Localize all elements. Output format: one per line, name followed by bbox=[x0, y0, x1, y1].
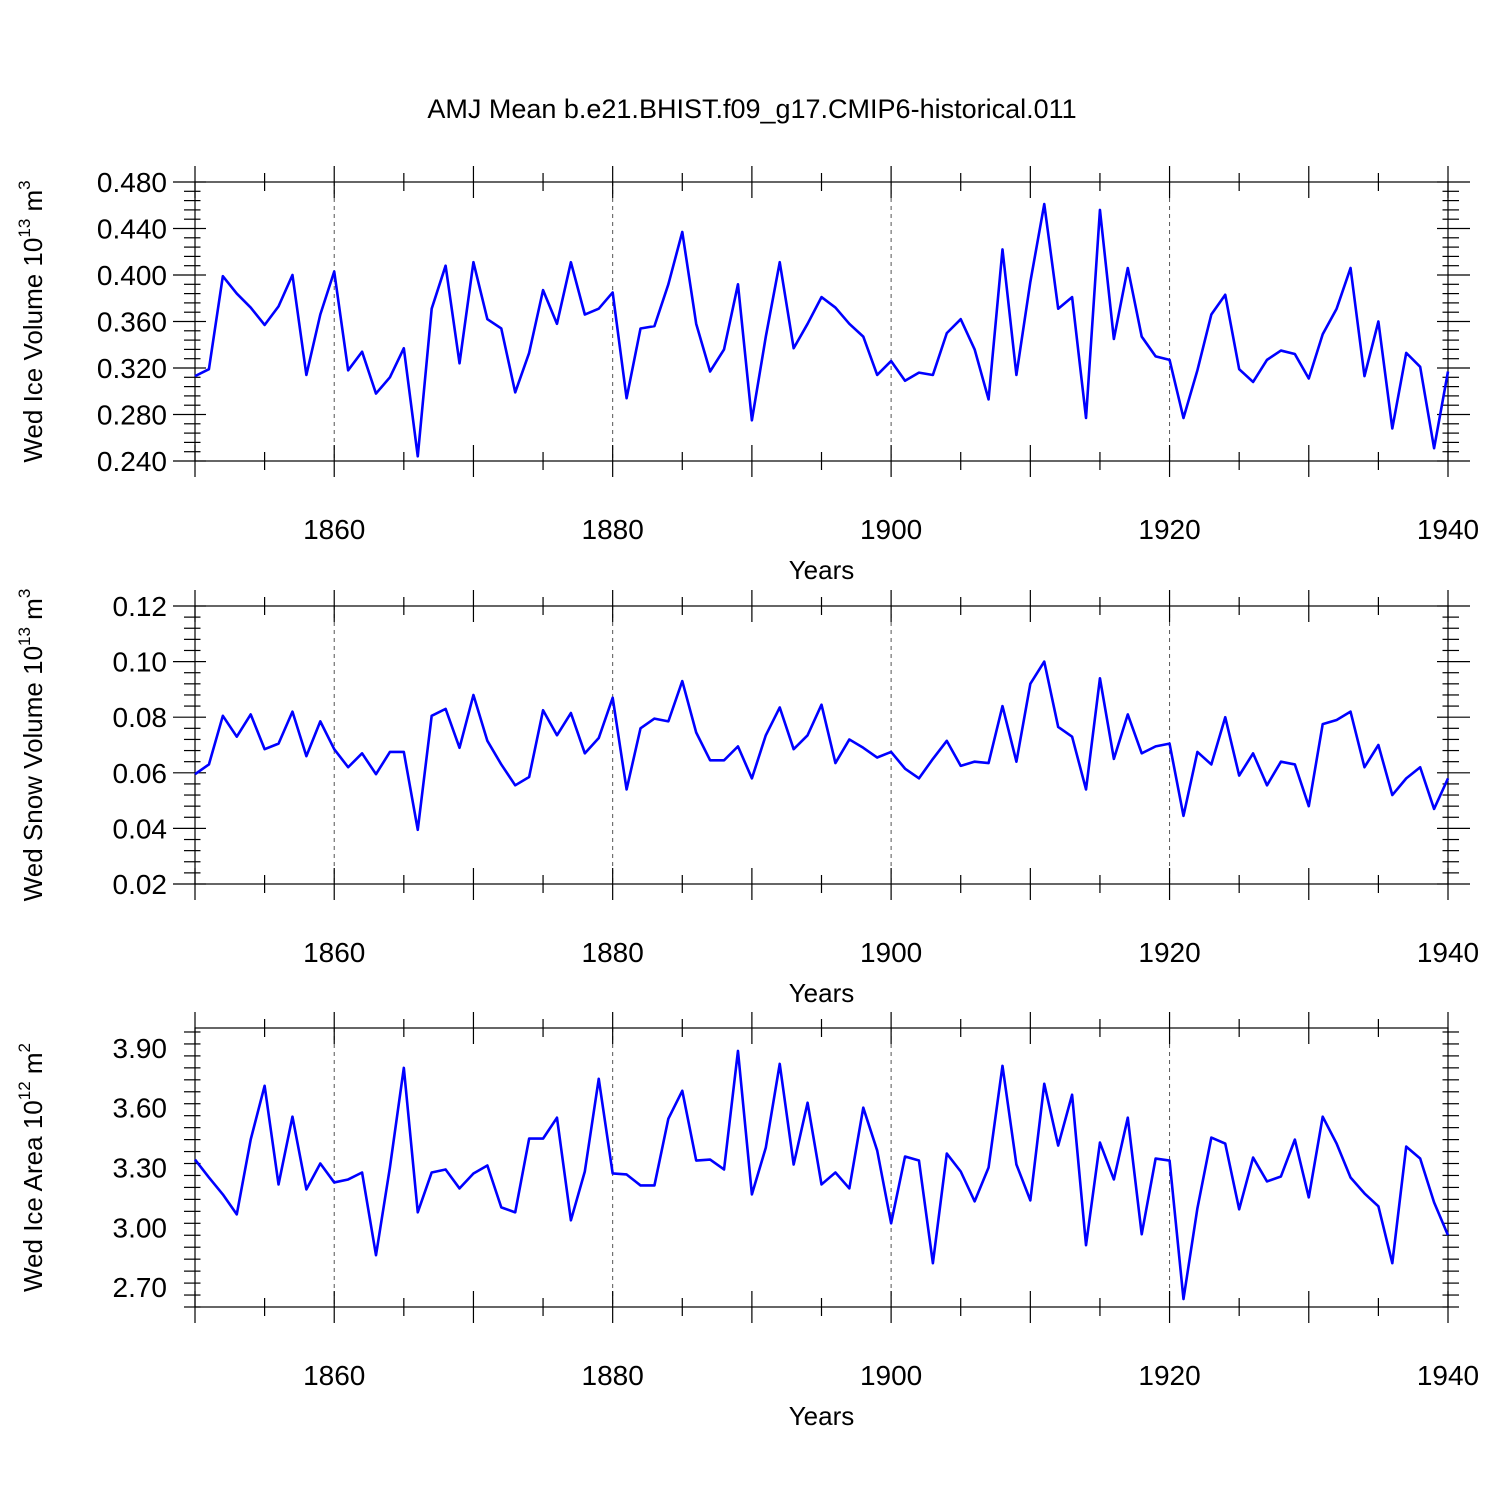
x-tick-label: 1880 bbox=[582, 1360, 644, 1391]
y-axis-title-unit: m bbox=[18, 1052, 48, 1081]
x-tick-label: 1920 bbox=[1138, 937, 1200, 968]
y-tick-label: 3.90 bbox=[113, 1033, 168, 1064]
y-tick-label: 0.480 bbox=[97, 167, 167, 198]
x-axis-title: Years bbox=[789, 1401, 855, 1431]
y-tick-label: 2.70 bbox=[113, 1272, 168, 1303]
y-tick-label: 0.08 bbox=[113, 702, 168, 733]
x-tick-label: 1900 bbox=[860, 937, 922, 968]
y-tick-label: 0.280 bbox=[97, 400, 167, 431]
y-tick-label: 0.440 bbox=[97, 214, 167, 245]
y-axis-title: Wed Snow Volume 1013 m3 bbox=[15, 589, 48, 902]
panel-1: 0.240 0.280 0.320 0.360 0.400 0.440 0.480 1860 1… bbox=[15, 166, 1479, 585]
y-tick-label: 0.240 bbox=[97, 446, 167, 477]
plot-frame bbox=[194, 605, 1449, 885]
y-tick-label: 3.30 bbox=[113, 1153, 168, 1184]
y-axis-title-main: Wed Ice Volume 10 bbox=[18, 238, 48, 463]
x-tick-label: 1860 bbox=[303, 937, 365, 968]
y-axis-title-main: Wed Snow Volume 10 bbox=[18, 646, 48, 901]
y-axis-title-exp: 13 bbox=[15, 627, 34, 646]
y-axis-title-unit: m bbox=[18, 190, 48, 219]
y-tick-label: 0.04 bbox=[113, 813, 168, 844]
series-line bbox=[194, 660, 1450, 832]
x-tick-label: 1900 bbox=[860, 1360, 922, 1391]
x-axis-title: Years bbox=[789, 555, 855, 585]
y-tick-label: 0.320 bbox=[97, 353, 167, 384]
y-tick-label: 0.10 bbox=[113, 647, 168, 678]
x-tick-label: 1940 bbox=[1417, 937, 1479, 968]
x-tick-label: 1860 bbox=[303, 514, 365, 545]
chart-title: AMJ Mean b.e21.BHIST.f09_g17.CMIP6-histo… bbox=[427, 94, 1076, 124]
y-axis-title: Wed Ice Volume 1013 m3 bbox=[15, 180, 48, 462]
panel-2: 0.02 0.04 0.06 0.08 0.10 0.12 1860 1880 1900 1920… bbox=[15, 589, 1479, 1008]
y-tick-label: 0.400 bbox=[97, 260, 167, 291]
y-tick-label: 3.00 bbox=[113, 1212, 168, 1243]
y-axis-title: Wed Ice Area 1012 m2 bbox=[15, 1043, 48, 1292]
y-axis-title-exp: 12 bbox=[15, 1081, 34, 1100]
y-axis-title-unit-exp: 2 bbox=[15, 1043, 34, 1052]
y-axis-title-unit: m bbox=[18, 598, 48, 627]
y-axis-title-unit-exp: 3 bbox=[15, 589, 34, 598]
x-axis-title: Years bbox=[789, 978, 855, 1008]
y-axis-title-main: Wed Ice Area 10 bbox=[18, 1100, 48, 1292]
y-tick-label: 0.360 bbox=[97, 307, 167, 338]
plot-frame bbox=[194, 181, 1449, 462]
panels-group: 0.240 0.280 0.320 0.360 0.400 0.440 0.480 1860 1… bbox=[15, 166, 1479, 1431]
x-tick-label: 1880 bbox=[582, 937, 644, 968]
panel-3: 2.70 3.00 3.30 3.60 3.90 1860 1880 1900 1920 1940… bbox=[15, 1012, 1479, 1431]
y-tick-label: 0.02 bbox=[113, 869, 168, 900]
x-tick-label: 1880 bbox=[582, 514, 644, 545]
y-tick-label: 3.60 bbox=[113, 1093, 168, 1124]
series-line bbox=[193, 1049, 1450, 1301]
series-line bbox=[194, 202, 1450, 458]
x-tick-label: 1900 bbox=[860, 514, 922, 545]
x-tick-label: 1940 bbox=[1417, 1360, 1479, 1391]
x-tick-label: 1860 bbox=[303, 1360, 365, 1391]
y-tick-label: 0.06 bbox=[113, 758, 168, 789]
x-tick-label: 1920 bbox=[1138, 514, 1200, 545]
y-axis-title-unit-exp: 3 bbox=[15, 180, 34, 189]
x-tick-label: 1920 bbox=[1138, 1360, 1200, 1391]
y-axis-title-exp: 13 bbox=[15, 219, 34, 238]
x-tick-label: 1940 bbox=[1417, 514, 1479, 545]
y-tick-label: 0.12 bbox=[113, 591, 168, 622]
